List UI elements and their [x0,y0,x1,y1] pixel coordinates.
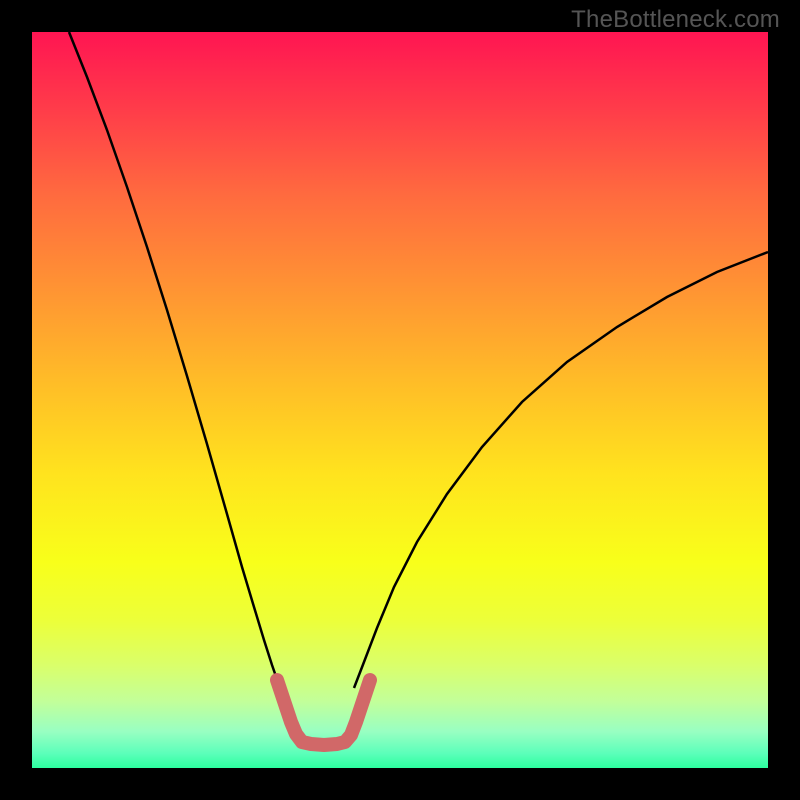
plot-area [32,32,768,768]
chart-frame: TheBottleneck.com [0,0,800,800]
curve-left [69,32,280,688]
watermark-text: TheBottleneck.com [571,6,780,34]
curve-right [354,252,768,688]
marker-path [277,680,370,745]
curves-layer [32,32,768,768]
